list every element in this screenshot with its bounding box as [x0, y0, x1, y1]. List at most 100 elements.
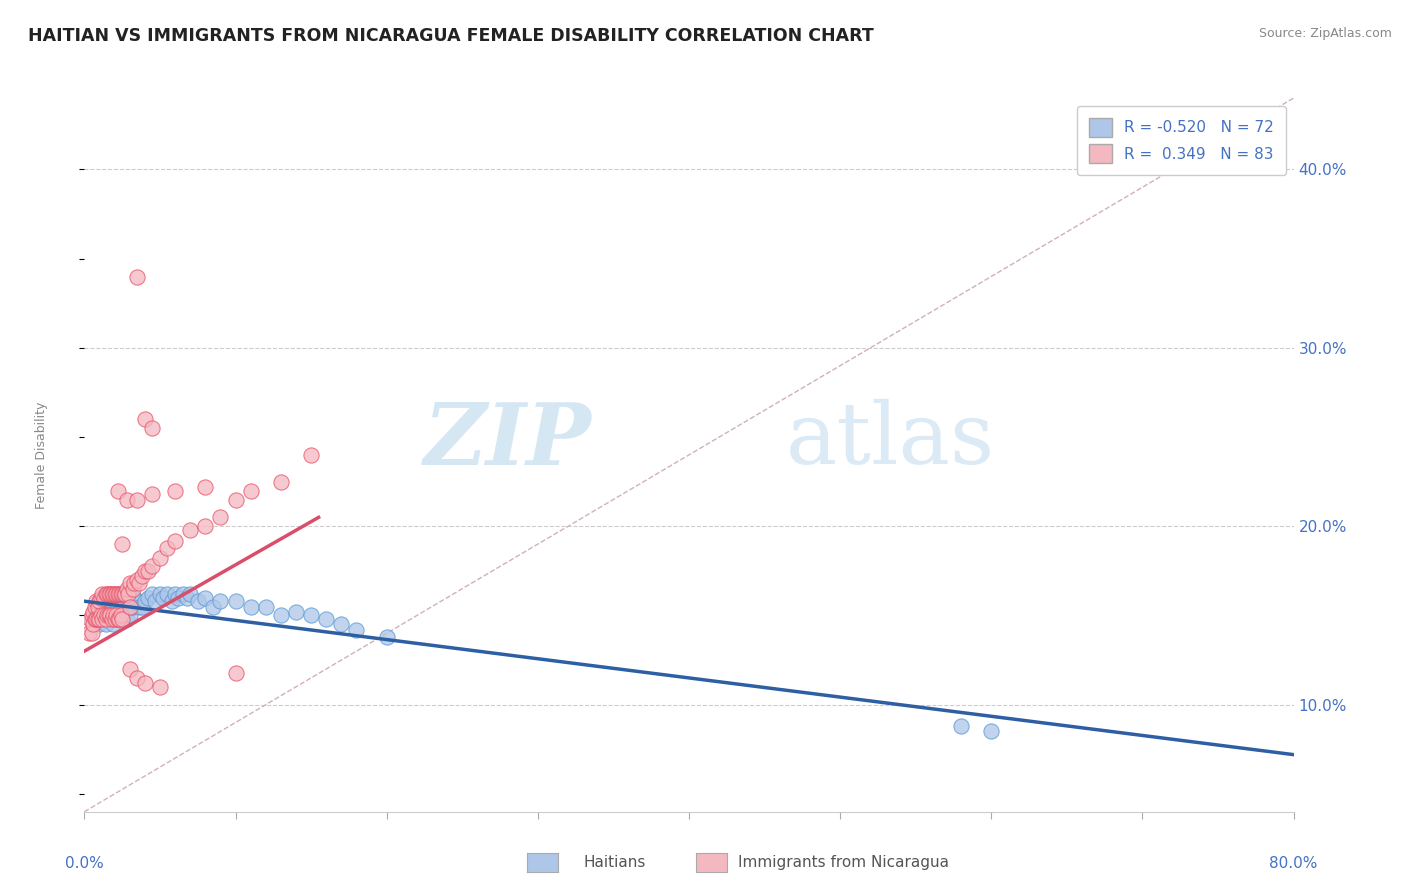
- Point: [98, 599, 121, 614]
- Point: [80, 608, 103, 623]
- Point: [89, 612, 111, 626]
- Point: [90, 608, 112, 623]
- Point: [114, 605, 136, 619]
- Point: [84, 612, 107, 626]
- Point: [108, 612, 131, 626]
- Point: [93, 608, 115, 623]
- Point: [89, 594, 111, 608]
- Point: [141, 558, 163, 573]
- Point: [111, 612, 134, 626]
- Point: [100, 594, 122, 608]
- Point: [97, 587, 120, 601]
- Point: [86, 612, 108, 626]
- Point: [86, 608, 108, 623]
- Point: [118, 594, 141, 608]
- Point: [100, 612, 122, 626]
- Point: [141, 587, 163, 601]
- Point: [165, 533, 187, 548]
- Text: 80.0%: 80.0%: [1270, 856, 1317, 871]
- Point: [91, 612, 114, 626]
- Point: [94, 617, 117, 632]
- Point: [121, 599, 143, 614]
- Point: [112, 587, 135, 601]
- Point: [110, 608, 132, 623]
- Point: [128, 599, 150, 614]
- Point: [98, 587, 121, 601]
- Point: [114, 587, 136, 601]
- Point: [94, 612, 117, 626]
- Point: [100, 587, 122, 601]
- Point: [80, 626, 103, 640]
- Point: [118, 599, 141, 614]
- Point: [145, 594, 167, 608]
- Point: [107, 587, 129, 601]
- Point: [107, 612, 129, 626]
- Point: [79, 612, 101, 626]
- Point: [101, 587, 124, 601]
- Point: [93, 608, 115, 623]
- Point: [96, 599, 118, 614]
- Point: [115, 492, 138, 507]
- Point: [118, 576, 141, 591]
- Point: [111, 612, 134, 626]
- Point: [122, 576, 145, 591]
- Point: [107, 483, 129, 498]
- Point: [127, 492, 149, 507]
- Point: [98, 608, 121, 623]
- Point: [100, 612, 122, 626]
- Point: [84, 605, 107, 619]
- Point: [96, 608, 118, 623]
- Point: [107, 599, 129, 614]
- Point: [136, 564, 159, 578]
- Point: [89, 594, 111, 608]
- Point: [90, 591, 112, 605]
- Point: [270, 608, 292, 623]
- Point: [108, 605, 131, 619]
- Point: [149, 587, 172, 601]
- Point: [176, 591, 198, 605]
- Point: [315, 612, 337, 626]
- Point: [111, 599, 134, 614]
- Point: [239, 599, 262, 614]
- Point: [160, 594, 183, 608]
- Point: [127, 671, 149, 685]
- Point: [115, 612, 138, 626]
- Text: atlas: atlas: [786, 399, 995, 483]
- Point: [194, 519, 217, 533]
- Point: [330, 617, 353, 632]
- Y-axis label: Female Disability: Female Disability: [35, 401, 48, 508]
- Point: [141, 487, 163, 501]
- Point: [110, 587, 132, 601]
- Point: [270, 475, 292, 489]
- Text: ZIP: ZIP: [425, 399, 592, 483]
- Point: [118, 662, 141, 676]
- Point: [131, 599, 153, 614]
- Point: [91, 612, 114, 626]
- Point: [97, 591, 120, 605]
- Point: [112, 599, 135, 614]
- Point: [87, 612, 110, 626]
- Point: [101, 599, 124, 614]
- Point: [156, 541, 179, 555]
- Point: [167, 591, 190, 605]
- Point: [131, 569, 153, 583]
- Point: [104, 612, 127, 626]
- Point: [179, 587, 201, 601]
- Point: [105, 587, 128, 601]
- Point: [299, 448, 322, 462]
- Point: [194, 480, 217, 494]
- Point: [96, 587, 118, 601]
- Point: [91, 598, 114, 612]
- Point: [209, 594, 232, 608]
- Point: [110, 591, 132, 605]
- Point: [105, 612, 128, 626]
- Point: [209, 510, 232, 524]
- Point: [86, 594, 108, 608]
- Point: [239, 483, 262, 498]
- Point: [121, 582, 143, 596]
- Point: [152, 591, 174, 605]
- Point: [108, 587, 131, 601]
- Point: [172, 587, 194, 601]
- Point: [118, 608, 141, 623]
- Point: [98, 608, 121, 623]
